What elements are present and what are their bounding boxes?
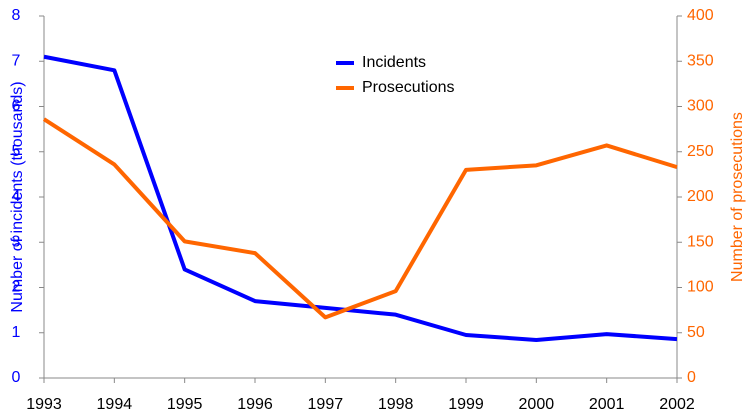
y2-tick-label: 350	[687, 52, 714, 69]
y-tick-label: 2	[12, 279, 21, 296]
x-tick-label: 1999	[448, 396, 484, 413]
y2-axis-label: Number of prosecutions	[729, 112, 746, 282]
x-tick-label: 1993	[26, 396, 62, 413]
x-tick-label: 2000	[519, 396, 555, 413]
y2-tick-label: 150	[687, 233, 714, 250]
series-line	[42, 117, 678, 320]
x-tick-label: 1997	[308, 396, 344, 413]
y2-tick-label: 50	[687, 324, 705, 341]
y-tick-label: 5	[12, 143, 21, 160]
y2-tick-label: 250	[687, 143, 714, 160]
x-tick-label: 1995	[167, 396, 203, 413]
y2-tick-label: 100	[687, 279, 714, 296]
y-axis-label: Number of incidents (thousands)	[9, 81, 26, 312]
legend-label: Incidents	[362, 54, 426, 71]
y-tick-label: 1	[12, 324, 21, 341]
x-tick-label: 1996	[237, 396, 273, 413]
y2-tick-label: 200	[687, 188, 714, 205]
y-tick-label: 7	[12, 52, 21, 69]
legend-label: Prosecutions	[362, 79, 455, 96]
x-tick-label: 1994	[97, 396, 133, 413]
y-tick-label: 6	[12, 98, 21, 115]
y-tick-label: 4	[12, 188, 21, 205]
y-tick-label: 0	[12, 369, 21, 386]
series-line	[43, 54, 678, 342]
y2-tick-label: 400	[687, 7, 714, 24]
x-tick-label: 2002	[659, 396, 695, 413]
y-tick-label: 3	[12, 233, 21, 250]
y-tick-label: 8	[12, 7, 21, 24]
y2-tick-label: 0	[687, 369, 696, 386]
y2-tick-label: 300	[687, 98, 714, 115]
x-tick-label: 2001	[589, 396, 625, 413]
x-tick-label: 1998	[378, 396, 414, 413]
